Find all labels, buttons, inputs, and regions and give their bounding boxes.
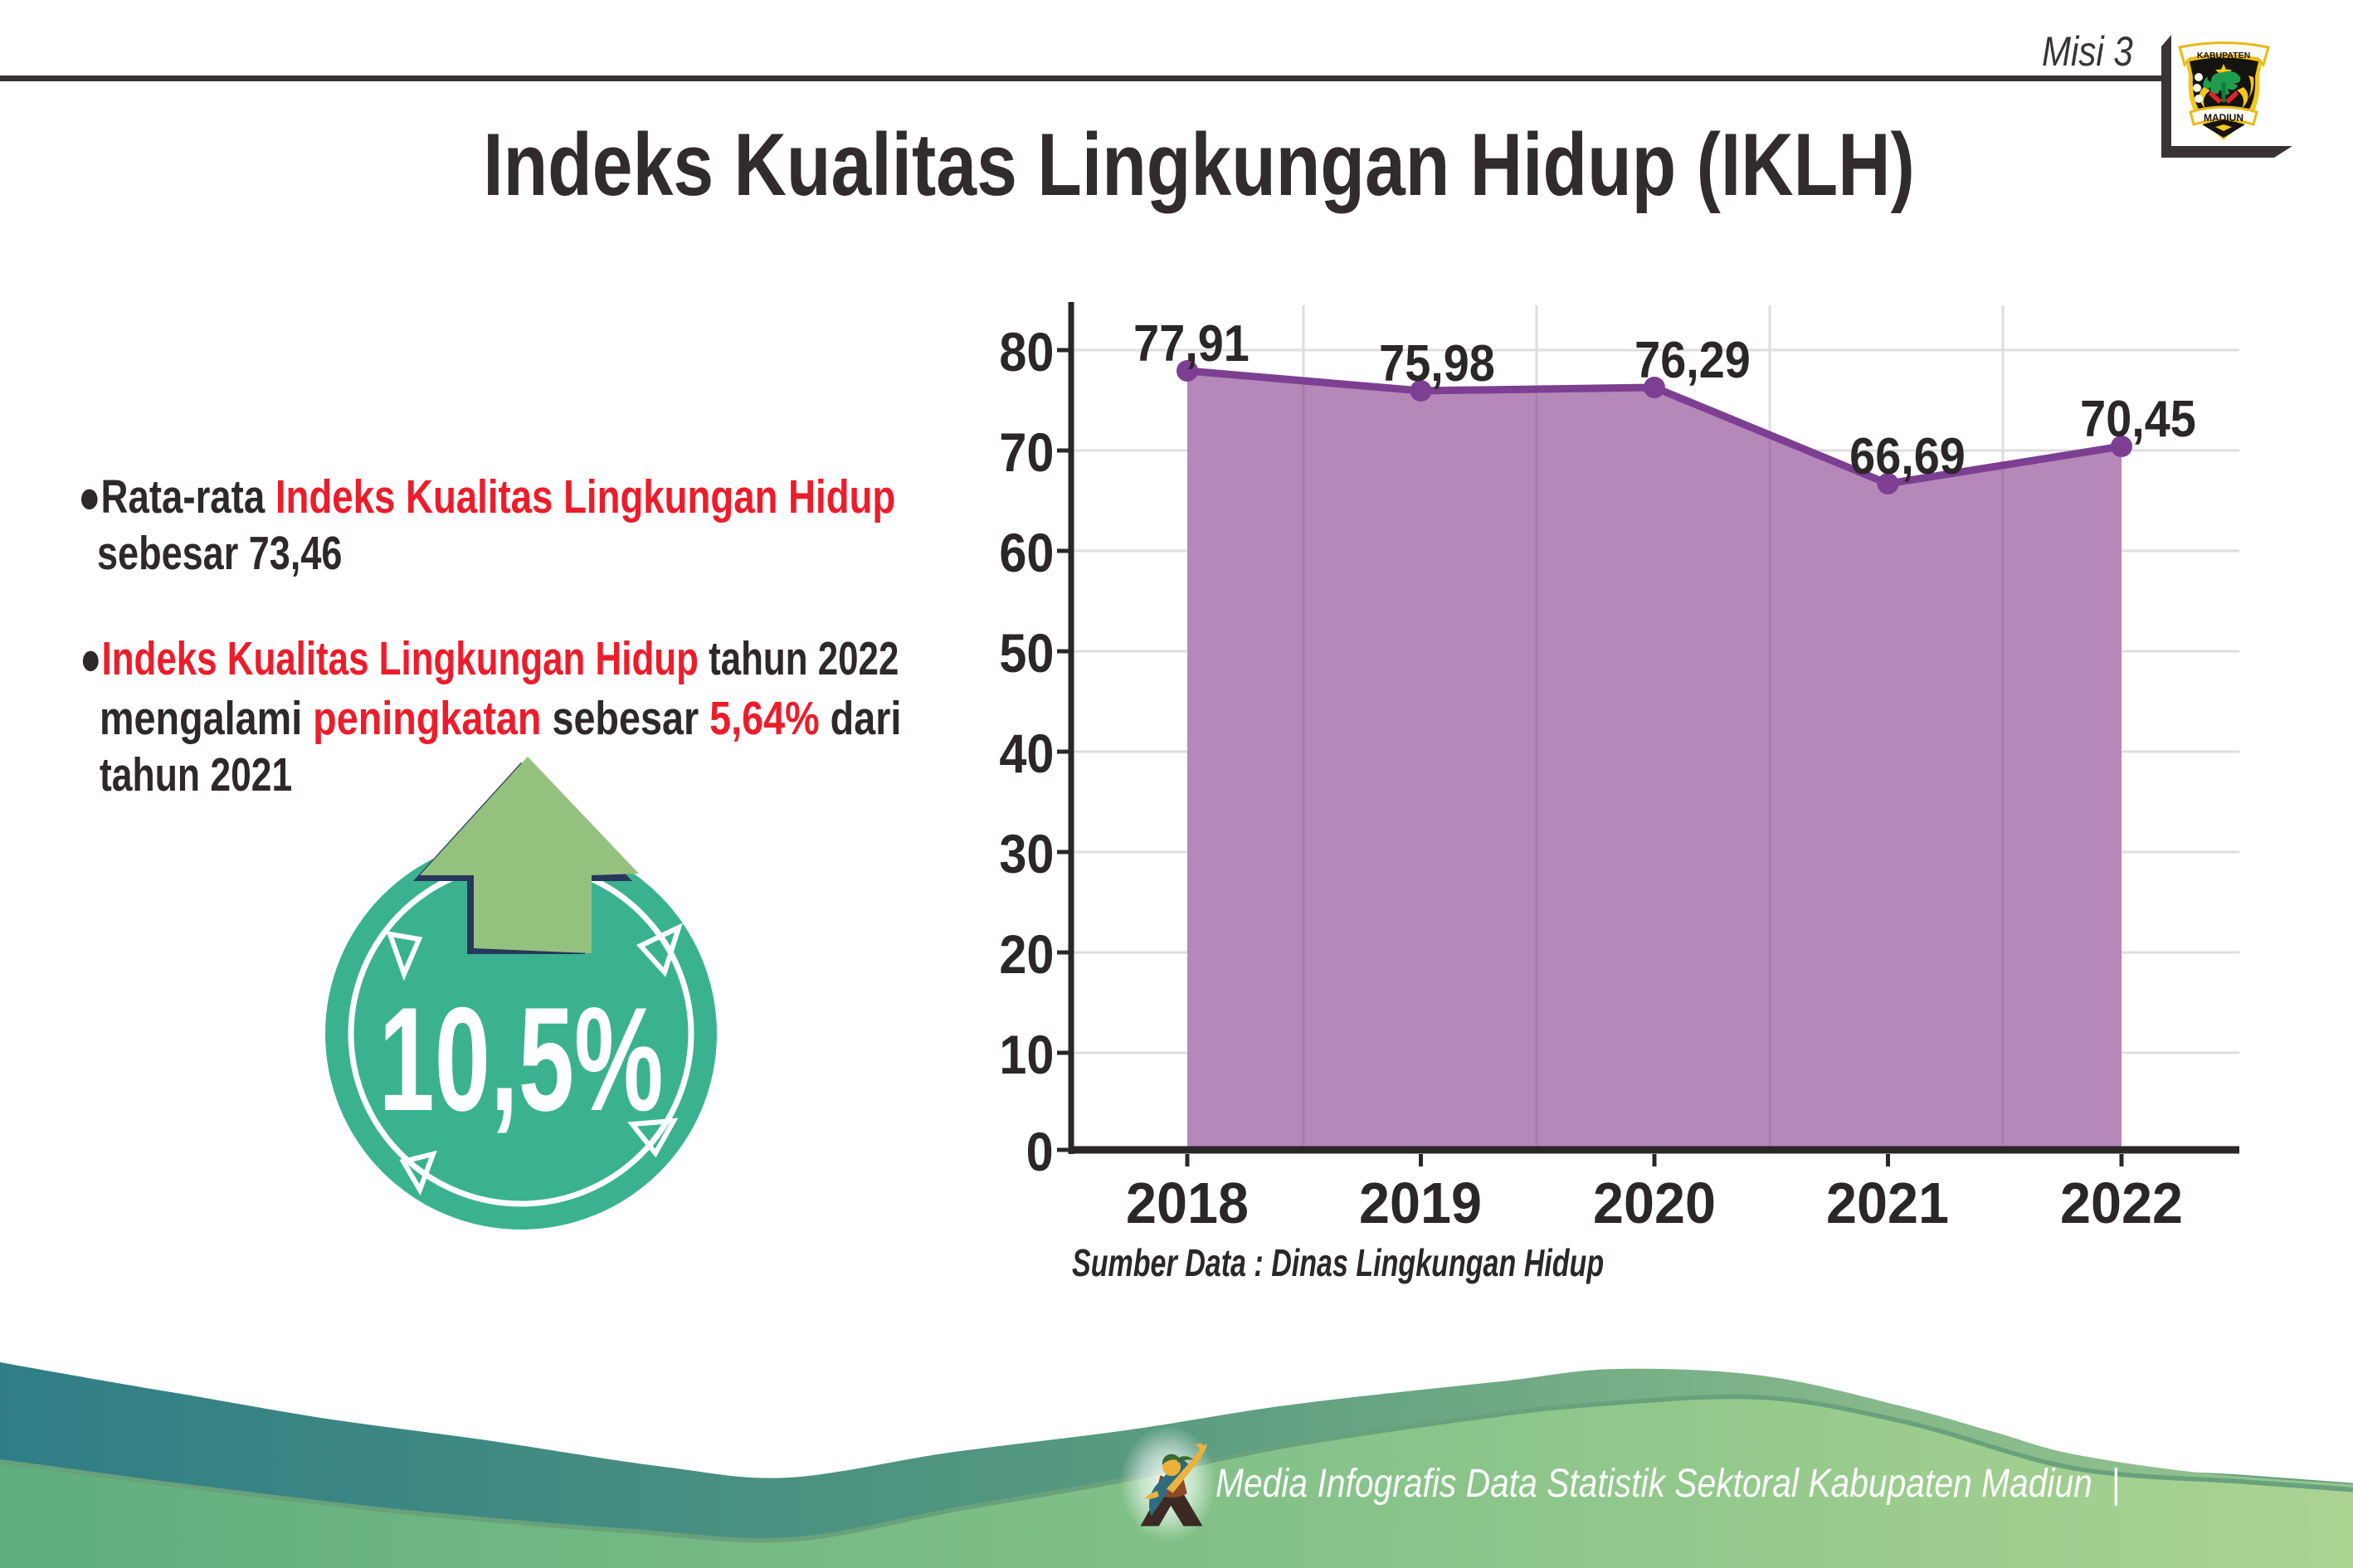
svg-text:MADIUN: MADIUN	[2204, 112, 2243, 124]
svg-text:KABUPATEN: KABUPATEN	[2197, 51, 2250, 61]
